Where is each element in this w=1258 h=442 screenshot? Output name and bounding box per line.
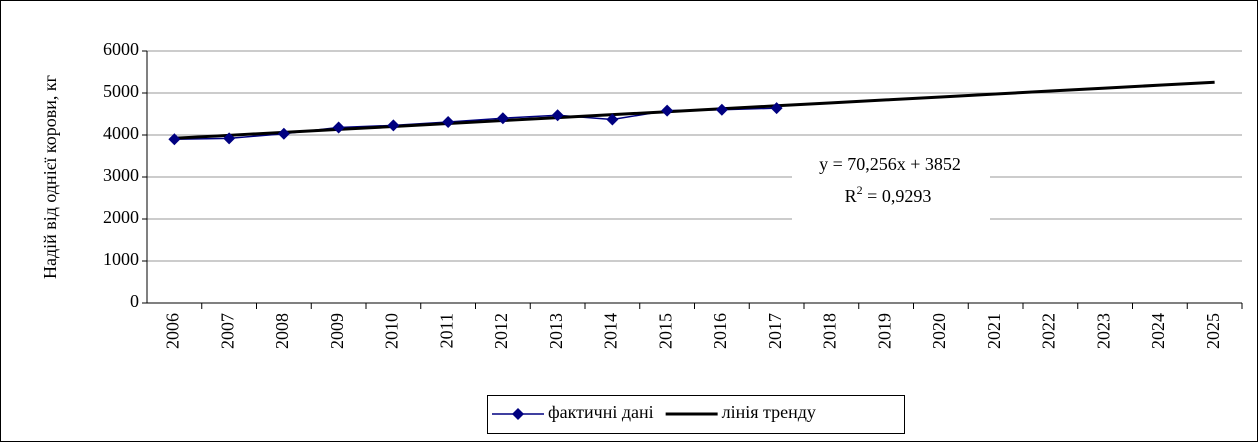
annotation-background: [792, 150, 990, 222]
x-tick-label: 2009: [327, 313, 347, 349]
x-tick-label: 2017: [765, 313, 785, 349]
x-tick-label: 2015: [655, 313, 675, 349]
marker: [387, 119, 400, 132]
r-value: = 0,9293: [863, 186, 932, 206]
marker: [168, 133, 181, 146]
legend-marker: [512, 408, 524, 420]
legend-label: лінія тренду: [722, 402, 816, 422]
x-tick-label: 2010: [382, 313, 402, 349]
marker: [496, 112, 509, 125]
x-tick-label: 2020: [929, 313, 949, 349]
x-tick-label: 2007: [217, 313, 237, 349]
y-tick-label: 3000: [103, 165, 139, 185]
y-tick-label: 0: [130, 291, 139, 311]
x-tick-label: 2023: [1093, 313, 1113, 349]
y-tick-label: 2000: [103, 207, 139, 227]
legend-label: фактичні дані: [548, 402, 654, 422]
x-tick-label: 2013: [546, 313, 566, 349]
x-tick-label: 2012: [491, 313, 511, 349]
x-tick-label: 2011: [436, 313, 456, 348]
y-axis-label: Надій від однієї корови, кг: [40, 75, 60, 279]
y-tick-label: 6000: [103, 39, 139, 59]
r-label: R: [845, 186, 857, 206]
marker: [551, 109, 564, 122]
x-tick-label: 2008: [272, 313, 292, 349]
marker: [223, 132, 236, 145]
x-tick-label: 2019: [874, 313, 894, 349]
y-tick-label: 4000: [103, 123, 139, 143]
x-tick-label: 2018: [820, 313, 840, 349]
marker: [661, 104, 674, 117]
y-tick-label: 5000: [103, 81, 139, 101]
x-tick-label: 2022: [1039, 313, 1059, 349]
series-line: [174, 80, 1215, 140]
x-tick-label: 2021: [984, 313, 1004, 349]
x-tick-label: 2014: [601, 313, 621, 349]
marker: [277, 127, 290, 140]
x-tick-label: 2025: [1203, 313, 1223, 349]
marker: [332, 121, 345, 134]
marker: [770, 102, 783, 115]
y-tick-label: 1000: [103, 249, 139, 269]
marker: [442, 115, 455, 128]
r-squared: R2 = 0,9293: [845, 183, 932, 206]
trend-equation: y = 70,256x + 3852: [819, 154, 961, 174]
x-tick-label: 2006: [163, 313, 183, 349]
marker: [715, 103, 728, 116]
x-tick-label: 2016: [710, 313, 730, 349]
x-tick-label: 2024: [1148, 313, 1168, 349]
r-sup: 2: [857, 183, 863, 197]
marker: [606, 113, 619, 126]
